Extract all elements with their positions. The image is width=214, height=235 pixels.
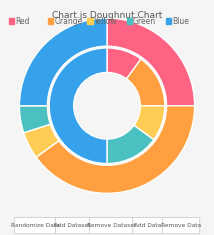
Wedge shape bbox=[107, 125, 154, 164]
Text: Orange: Orange bbox=[54, 17, 83, 26]
Text: Yellow: Yellow bbox=[94, 17, 117, 26]
Wedge shape bbox=[19, 18, 107, 106]
Wedge shape bbox=[36, 106, 195, 193]
Text: Randomize Data: Randomize Data bbox=[11, 223, 59, 228]
Text: Blue: Blue bbox=[172, 17, 189, 26]
Wedge shape bbox=[126, 59, 165, 106]
Wedge shape bbox=[24, 124, 59, 157]
Wedge shape bbox=[107, 18, 195, 106]
Wedge shape bbox=[19, 106, 50, 133]
Wedge shape bbox=[134, 106, 165, 140]
Text: Chart.js Doughnut Chart: Chart.js Doughnut Chart bbox=[52, 11, 162, 20]
Wedge shape bbox=[107, 48, 141, 79]
Text: Red: Red bbox=[15, 17, 30, 26]
Text: Remove Dataset: Remove Dataset bbox=[87, 223, 136, 228]
Wedge shape bbox=[49, 48, 107, 164]
Text: Remove Data: Remove Data bbox=[161, 223, 201, 228]
Text: Add Data: Add Data bbox=[134, 223, 161, 228]
Text: Add Dataset: Add Dataset bbox=[55, 223, 91, 228]
Text: Green: Green bbox=[133, 17, 156, 26]
